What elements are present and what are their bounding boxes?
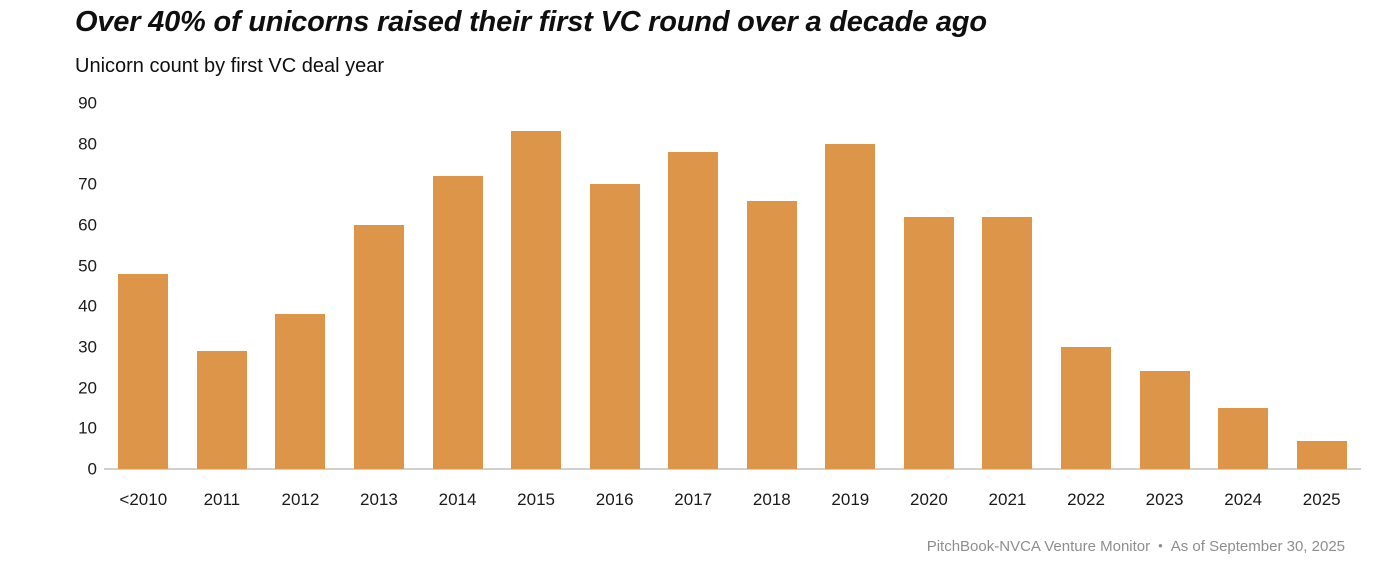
bar-slot (1047, 103, 1126, 469)
bar-lt2010 (118, 273, 169, 469)
chart-title: Over 40% of unicorns raised their first … (75, 6, 987, 38)
y-tick-label-10: 10 (78, 418, 97, 438)
x-tick-label-lt2010: <2010 (119, 490, 168, 509)
bar-2017 (668, 151, 719, 469)
x-tick-label-2022: 2022 (1067, 490, 1105, 509)
bar-2023 (1139, 371, 1190, 469)
bar-slot (968, 103, 1047, 469)
bar-2013 (353, 225, 404, 469)
bullet-separator: • (1158, 538, 1163, 553)
x-tick-label-2012: 2012 (281, 490, 320, 509)
x-tick-label-2025: 2025 (1302, 490, 1341, 509)
source-text: PitchBook-NVCA Venture Monitor (926, 538, 1151, 555)
y-tick-label-20: 20 (78, 378, 97, 398)
bar-slot (733, 103, 812, 469)
x-axis-line (104, 468, 1361, 470)
bar-slot (811, 103, 890, 469)
x-tick-label-2024: 2024 (1224, 490, 1263, 509)
x-tick-label-2013: 2013 (360, 490, 398, 509)
bar-slot (418, 103, 497, 469)
y-tick-label-90: 90 (78, 93, 97, 113)
bar-2019 (825, 143, 876, 469)
bar-slot (1282, 103, 1361, 469)
bar-slot (261, 103, 340, 469)
bar-2016 (589, 184, 640, 469)
y-tick-label-50: 50 (78, 256, 97, 276)
bar-2011 (196, 351, 247, 469)
y-axis: 0 10 20 30 40 50 60 70 80 90 (0, 95, 97, 478)
bars-container (104, 103, 1361, 469)
x-tick-label-2017: 2017 (674, 490, 713, 509)
asof-text: As of September 30, 2025 (1170, 538, 1345, 555)
bar-2012 (275, 314, 326, 469)
bar-slot (890, 103, 969, 469)
x-tick-label-2018: 2018 (752, 490, 791, 509)
chart-subtitle: Unicorn count by first VC deal year (75, 55, 385, 77)
bar-slot (1204, 103, 1283, 469)
x-tick-label-2015: 2015 (517, 490, 555, 509)
x-tick-label-2016: 2016 (595, 490, 634, 509)
x-tick-label-2011: 2011 (203, 490, 241, 509)
x-axis-labels: <2010 2011 2012 2013 2014 2015 2016 2017 2018 201… (104, 490, 1361, 510)
source-footer: PitchBook-NVCA Venture Monitor • As of Sep… (927, 538, 1345, 555)
bar-slot (654, 103, 733, 469)
x-tick-label-2020: 2020 (909, 490, 948, 509)
bar-slot (575, 103, 654, 469)
x-tick-label-2014: 2014 (438, 490, 477, 509)
bar-2021 (982, 216, 1033, 469)
bar-2024 (1218, 408, 1269, 469)
x-tick-label-2023: 2023 (1145, 490, 1184, 509)
y-tick-label-70: 70 (78, 174, 97, 194)
y-tick-label-30: 30 (78, 337, 97, 357)
bar-2022 (1061, 347, 1112, 469)
y-tick-label-0: 0 (87, 459, 97, 479)
bar-2018 (746, 200, 797, 469)
bar-slot (1125, 103, 1204, 469)
bar-2015 (511, 131, 562, 469)
y-tick-label-40: 40 (78, 296, 97, 316)
bar-slot (104, 103, 183, 469)
bar-2020 (903, 216, 954, 469)
bar-slot (183, 103, 262, 469)
bar-2014 (432, 176, 483, 469)
y-tick-label-80: 80 (78, 134, 97, 154)
x-tick-label-2019: 2019 (831, 490, 870, 509)
y-tick-label-60: 60 (78, 215, 97, 235)
x-tick-label-2021: 2021 (988, 490, 1027, 509)
bar-2025 (1296, 440, 1347, 469)
bar-slot (340, 103, 419, 469)
bar-slot (497, 103, 576, 469)
